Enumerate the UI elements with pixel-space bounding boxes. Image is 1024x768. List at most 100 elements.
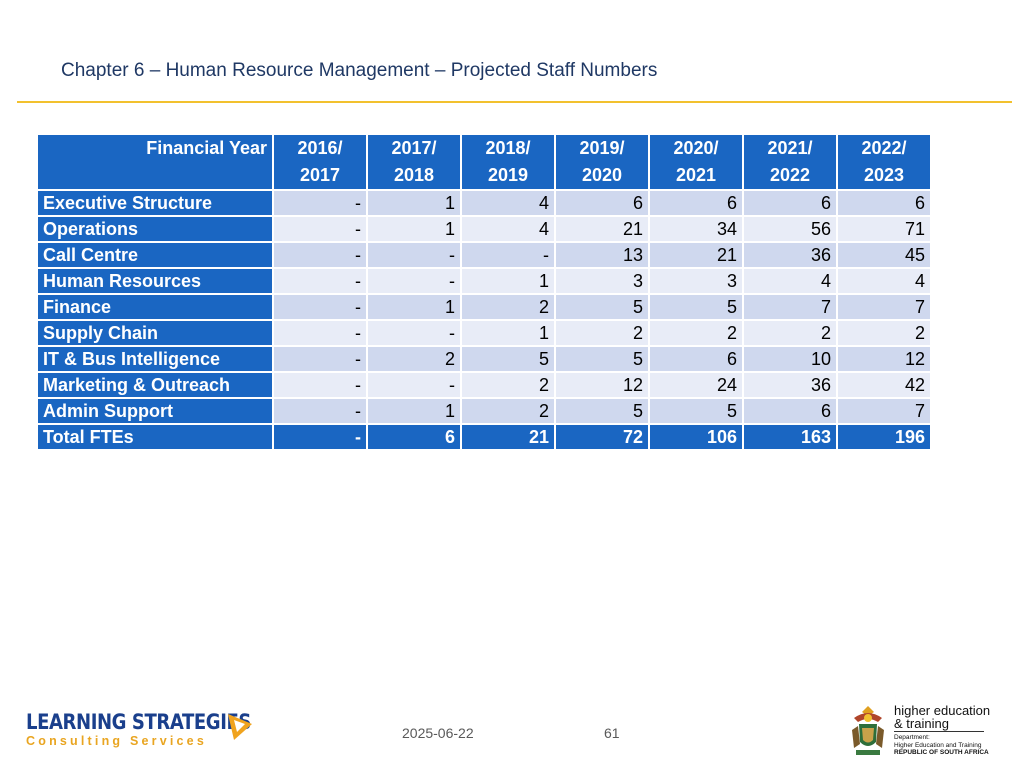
value-cell: 1 [366,397,462,425]
value-cell: 1 [366,215,462,243]
total-label: Total FTEs [36,423,274,451]
row-label: Finance [36,293,274,321]
year-header: 2019/2020 [554,133,650,191]
value-cell: 36 [742,371,838,399]
value-cell: 12 [836,345,932,373]
row-label: Executive Structure [36,189,274,217]
value-cell: 10 [742,345,838,373]
total-cell: 106 [648,423,744,451]
table-row: Finance -1 2 5 5 7 7 [36,293,932,321]
value-cell: - [272,371,368,399]
table-row: IT & Bus Intelligence -2 5 5 6 10 12 [36,345,932,373]
value-cell: 1 [366,293,462,321]
coat-of-arms-icon [852,706,884,755]
value-cell: 56 [742,215,838,243]
total-row: Total FTEs -6 21 72 106 163 196 [36,423,932,451]
value-cell: 24 [648,371,744,399]
table-header-row: Financial Year 2016/2017 2017/2018 2018/… [36,133,932,191]
value-cell: 7 [742,293,838,321]
value-cell: - [272,397,368,425]
value-cell: 2 [460,397,556,425]
value-cell: 36 [742,241,838,269]
logo-main-text: LEARNING STRATEGIES [26,710,251,734]
year-header: 2022/2023 [836,133,932,191]
value-cell: - [272,215,368,243]
row-label: Admin Support [36,397,274,425]
value-cell: 2 [460,371,556,399]
year-header: 2021/2022 [742,133,838,191]
value-cell: 12 [554,371,650,399]
value-cell: - [272,267,368,295]
value-cell: - [460,241,556,269]
play-triangle-icon [228,714,252,740]
dhet-divider [894,731,984,732]
value-cell: 1 [460,267,556,295]
value-cell: 4 [836,267,932,295]
value-cell: 34 [648,215,744,243]
footer-date: 2025-06-22 [402,725,474,741]
table-row: Operations -1 4 21 34 56 71 [36,215,932,243]
staff-numbers-table: Financial Year 2016/2017 2017/2018 2018/… [36,133,932,451]
year-header: 2017/2018 [366,133,462,191]
row-label: IT & Bus Intelligence [36,345,274,373]
row-label: Marketing & Outreach [36,371,274,399]
value-cell: - [272,293,368,321]
value-cell: 2 [366,345,462,373]
value-cell: 5 [460,345,556,373]
value-cell: 21 [648,241,744,269]
row-label: Supply Chain [36,319,274,347]
value-cell: - [272,345,368,373]
value-cell: - [366,241,462,269]
table-row: Human Resources - -1 3 3 4 4 [36,267,932,295]
value-cell: 45 [836,241,932,269]
value-cell: 4 [460,189,556,217]
value-cell: 5 [554,397,650,425]
value-cell: 4 [460,215,556,243]
table-row: Executive Structure -1 4 6 6 6 6 [36,189,932,217]
total-cell: 72 [554,423,650,451]
total-cell: 6 [366,423,462,451]
table-row: Call Centre - - -13 21 36 45 [36,241,932,269]
value-cell: - [366,267,462,295]
value-cell: 7 [836,397,932,425]
value-cell: 4 [742,267,838,295]
value-cell: 42 [836,371,932,399]
value-cell: 2 [554,319,650,347]
value-cell: 6 [648,189,744,217]
financial-year-header: Financial Year [36,133,274,191]
value-cell: 5 [648,293,744,321]
value-cell: 2 [460,293,556,321]
row-label: Operations [36,215,274,243]
value-cell: 71 [836,215,932,243]
value-cell: 3 [554,267,650,295]
total-cell: 196 [836,423,932,451]
learning-strategies-logo: LEARNING STRATEGIES Consulting Services [26,710,288,748]
value-cell: 5 [648,397,744,425]
total-cell: 21 [460,423,556,451]
value-cell: 13 [554,241,650,269]
value-cell: 6 [648,345,744,373]
logo-sub-text: Consulting Services [26,734,207,748]
table-row: Admin Support -1 2 5 5 6 7 [36,397,932,425]
year-header: 2020/2021 [648,133,744,191]
value-cell: 1 [460,319,556,347]
value-cell: 6 [742,397,838,425]
year-header: 2016/2017 [272,133,368,191]
value-cell: - [272,189,368,217]
title-divider [17,101,1012,103]
row-label: Human Resources [36,267,274,295]
dhet-logo: higher education & training Department: H… [848,704,998,760]
value-cell: 6 [554,189,650,217]
value-cell: 5 [554,293,650,321]
value-cell: 2 [742,319,838,347]
page-title: Chapter 6 – Human Resource Management – … [61,60,658,81]
value-cell: 1 [366,189,462,217]
page-number: 61 [604,725,620,741]
row-label: Call Centre [36,241,274,269]
dhet-name: higher education & training [894,703,991,731]
value-cell: 6 [742,189,838,217]
value-cell: - [272,241,368,269]
value-cell: 2 [836,319,932,347]
value-cell: - [272,319,368,347]
value-cell: 7 [836,293,932,321]
